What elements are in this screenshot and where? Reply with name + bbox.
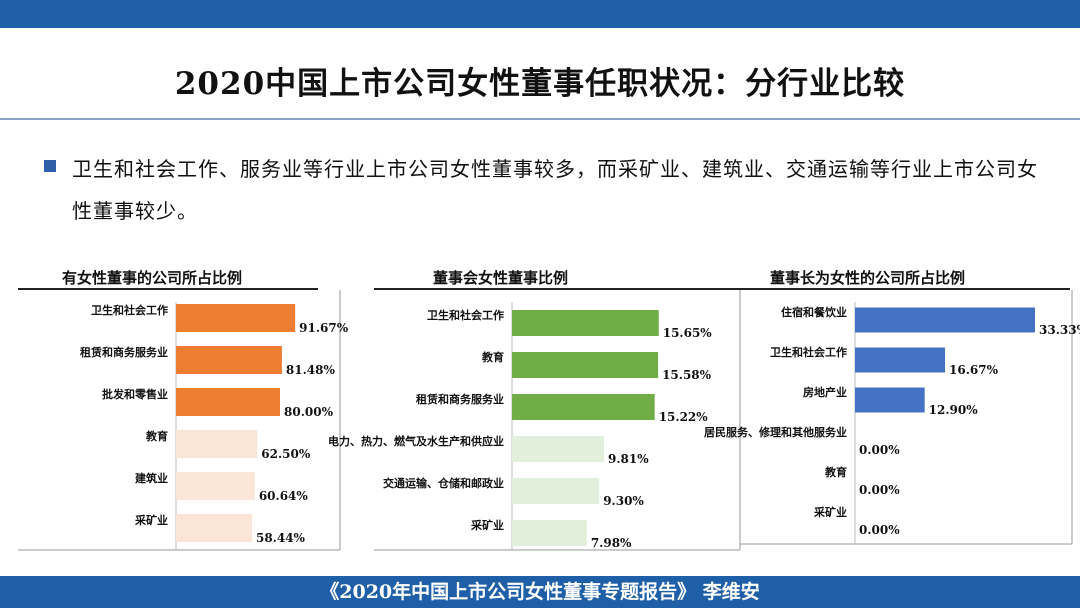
data-label: 0.00% [859,523,900,537]
category-label: 卫生和社会工作 [770,345,847,359]
data-label: 9.30% [603,494,644,508]
data-label: 15.58% [662,368,712,382]
category-label: 建筑业 [135,471,168,485]
chart-title: 董事会女性董事比例 [433,269,569,287]
data-label: 12.90% [929,403,979,417]
chart-female-director-companies: 有女性董事的公司所占比例 卫生和社会工作 91.67% 租赁和商务服务业 81.48%… [12,262,352,562]
bar [176,514,252,542]
category-label: 居民服务、修理和其他服务业 [704,425,847,439]
category-label: 采矿业 [813,505,847,519]
data-label: 81.48% [286,363,336,377]
bar [855,387,925,413]
category-label: 批发和零售业 [102,387,168,401]
bar [855,347,946,373]
chart-title: 有女性董事的公司所占比例 [62,269,243,287]
category-label: 教育 [824,465,847,479]
bullet-marker [44,160,56,172]
chart-female-chair-companies: 董事长为女性的公司所占比例 住宿和餐饮业 33.33% 卫生和社会工作 16.67% 房… [704,262,1080,562]
category-label: 房地产业 [803,385,847,399]
bar-chart-svg: 卫生和社会工作 91.67% 租赁和商务服务业 81.48% 批发和零售业 80.00% 教… [18,288,349,551]
bar [176,430,258,458]
top-banner [0,0,1080,28]
category-label: 住宿和餐饮业 [781,305,847,319]
bar-chart-svg: 卫生和社会工作 15.65% 教育 15.58% 租赁和商务服务业 15.22% 电力、热力… [328,288,741,551]
bar [512,520,587,546]
data-label: 80.00% [284,405,334,419]
category-label: 卫生和社会工作 [427,308,504,322]
bar [512,394,655,420]
category-label: 交通运输、仓储和邮政业 [383,476,504,490]
title-underline [18,288,318,290]
data-label: 0.00% [859,483,900,497]
category-label: 电力、热力、燃气及水生产和供应业 [328,434,504,448]
bar [512,478,600,504]
data-label: 33.33% [1039,323,1080,337]
title-underline [374,288,740,290]
title-divider [0,118,1080,120]
category-label: 采矿业 [470,518,504,532]
data-label: 16.67% [949,363,999,377]
data-label: 62.50% [261,447,311,461]
category-label: 教育 [145,429,168,443]
category-label: 采矿业 [134,513,168,527]
category-label: 教育 [481,350,504,364]
category-label: 租赁和商务服务业 [80,345,168,359]
data-label: 58.44% [256,531,306,545]
bar [512,310,659,336]
chart-title: 董事长为女性的公司所占比例 [770,269,966,287]
data-label: 15.65% [663,326,713,340]
bar [176,346,282,374]
bar [512,352,659,378]
bar [855,307,1035,333]
data-label: 0.00% [859,443,900,457]
bar-chart-svg: 住宿和餐饮业 33.33% 卫生和社会工作 16.67% 房地产业 12.90% 居民服务、… [704,288,1080,545]
data-label: 9.81% [608,452,649,466]
category-label: 租赁和商务服务业 [416,392,504,406]
bar [512,436,604,462]
data-label: 7.98% [591,536,632,550]
page-title: 2020中国上市公司女性董事任职状况：分行业比较 [174,66,906,102]
category-label: 卫生和社会工作 [91,303,168,317]
bar [176,388,280,416]
data-label: 60.64% [259,489,309,503]
bullet-text: 卫生和社会工作、服务业等行业上市公司女性董事较多，而采矿业、建筑业、交通运输等行… [72,157,1038,223]
data-label: 15.22% [659,410,709,424]
bar [176,304,296,332]
chart-female-director-ratio: 董事会女性董事比例 卫生和社会工作 15.65% 教育 15.58% 租赁和商务服务业 1… [300,262,741,562]
bar [176,472,255,500]
footer-citation: 《2020年中国上市公司女性董事专题报告》 李维安 [0,576,1080,608]
data-label: 91.67% [299,321,349,335]
title-underline [740,288,1070,290]
